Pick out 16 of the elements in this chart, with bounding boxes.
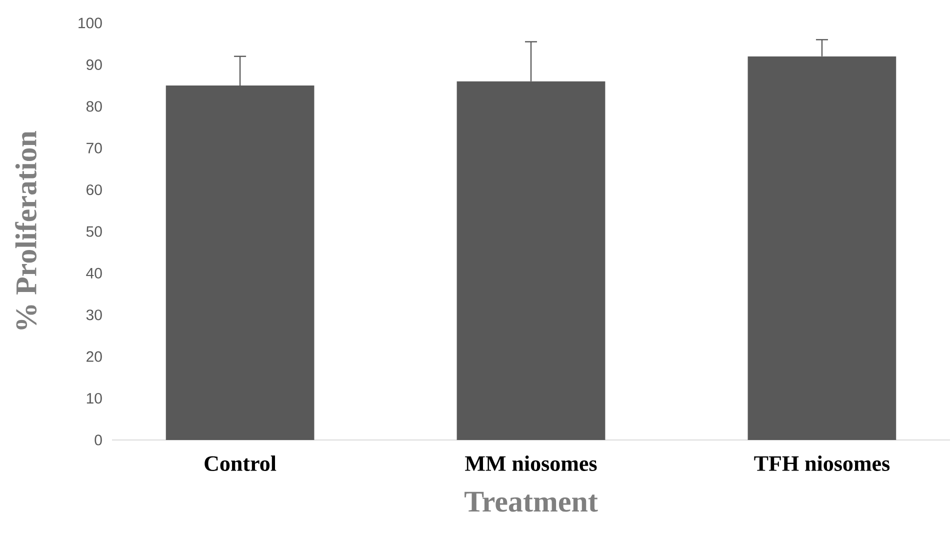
y-tick-label: 20	[86, 351, 102, 362]
y-tick-label: 100	[78, 18, 102, 28]
y-tick-label: 10	[86, 392, 102, 404]
x-tick-label: Control	[204, 456, 276, 472]
y-tick-label: 60	[86, 184, 102, 196]
x-axis-title: Treatment	[464, 492, 598, 512]
y-axis-title: % Proliferation	[15, 130, 37, 330]
x-tick-label: MM niosomes	[465, 456, 597, 472]
y-tick-label: 80	[86, 101, 102, 112]
x-tick-label: TFH niosomes	[754, 456, 890, 472]
y-tick-label: 0	[94, 434, 102, 446]
y-tick-label: 50	[86, 226, 102, 237]
y-tick-label: 70	[86, 142, 102, 154]
y-tick-label: 90	[86, 59, 102, 70]
y-tick-label: 30	[86, 310, 102, 320]
y-tick-label: 40	[86, 268, 102, 278]
